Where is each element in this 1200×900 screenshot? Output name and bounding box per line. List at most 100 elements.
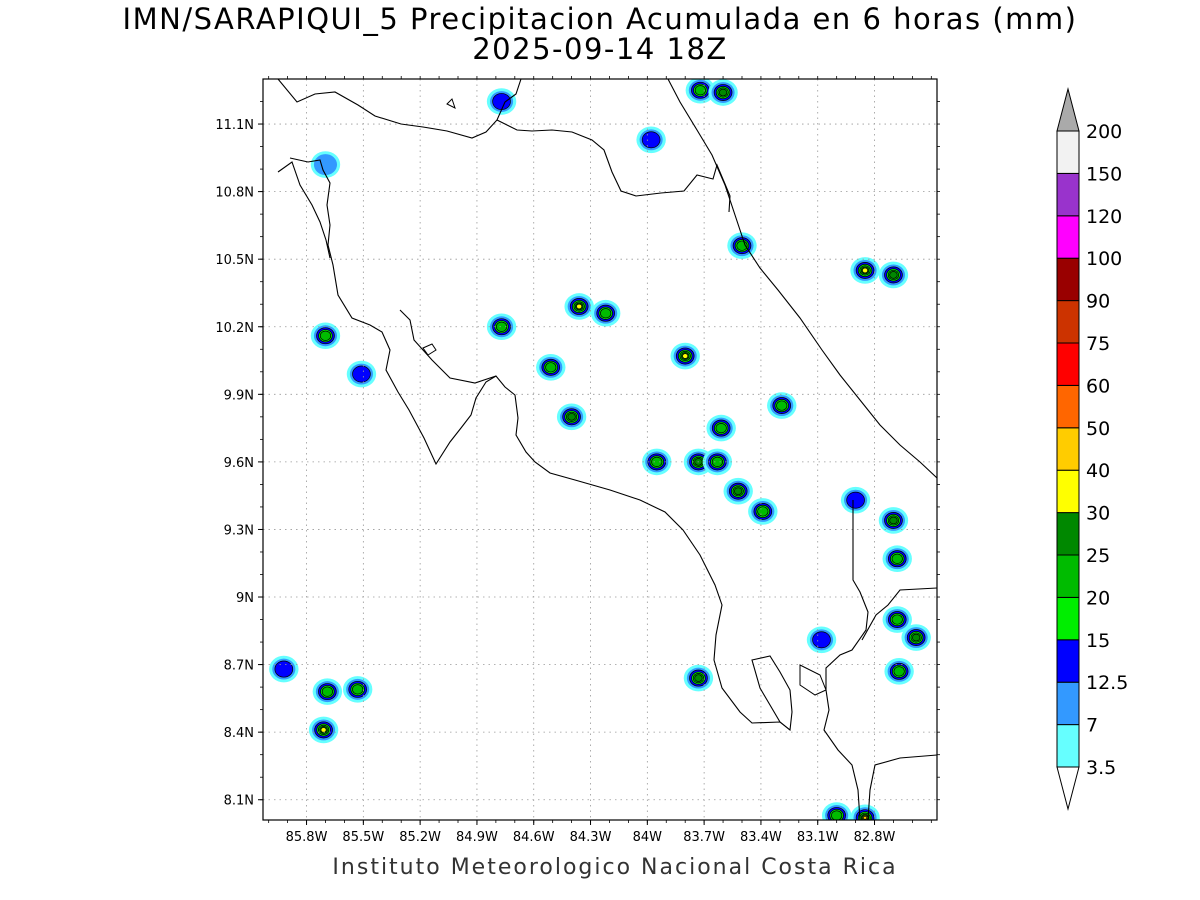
precip-cell xyxy=(706,414,736,442)
lat-tick-label: 9.3N xyxy=(224,523,254,538)
longitude-axis: 85.8W 85.5W 85.2W 84.9W 84.6W 84.3W 84W 83.7W 83… xyxy=(268,76,932,845)
colorbar-label: 75 xyxy=(1086,333,1110,355)
nw-coast xyxy=(277,161,331,259)
panama-border xyxy=(823,500,869,820)
precip-contour xyxy=(889,516,898,525)
precip-cell xyxy=(878,261,909,289)
lon-tick-label: 84W xyxy=(633,830,663,845)
colorbar-label: 20 xyxy=(1086,587,1110,609)
colorbar-swatch xyxy=(1056,342,1080,386)
colorbar-swatch xyxy=(1056,554,1080,598)
precip-contour xyxy=(682,353,689,359)
precip-cell xyxy=(850,257,880,284)
precip-contour xyxy=(567,413,576,421)
precip-contour xyxy=(694,85,706,96)
colorbar-label: 15 xyxy=(1086,630,1110,652)
lat-tick-label: 9.6N xyxy=(224,456,254,471)
precip-cell xyxy=(486,313,517,341)
north-border xyxy=(496,119,731,213)
colorbar-swatch xyxy=(1056,469,1080,514)
colorbar-label: 7 xyxy=(1086,715,1098,737)
colorbar-swatch xyxy=(1056,596,1080,641)
precip-contour xyxy=(313,154,338,176)
precip-contour xyxy=(492,93,511,110)
precip-cell xyxy=(767,392,797,419)
lat-tick-label: 11.1N xyxy=(215,118,254,133)
caribbean-coast xyxy=(667,79,937,479)
precip-contour xyxy=(831,810,843,820)
golfito xyxy=(799,664,827,696)
map-title-line-2: 2025-09-14 18Z xyxy=(472,32,728,66)
lon-tick-label: 85.5W xyxy=(342,830,384,845)
precip-cell xyxy=(590,299,621,327)
precip-contour xyxy=(352,684,364,695)
lat-tick-label: 10.5N xyxy=(215,253,254,268)
precip-cell xyxy=(727,232,757,259)
precip-cell xyxy=(806,626,837,654)
lon-tick-label: 83.7W xyxy=(683,830,725,845)
precip-cell xyxy=(486,88,517,115)
precip-cell xyxy=(312,678,343,705)
colorbar-label: 90 xyxy=(1086,291,1110,313)
precip-contour xyxy=(319,330,332,341)
map-title-line-1: IMN/SARAPIQUI_5 Precipitacion Acumulada … xyxy=(122,2,1078,36)
osa-peninsula xyxy=(751,655,793,732)
lon-tick-label: 83.4W xyxy=(740,830,782,845)
precip-cell xyxy=(269,655,299,683)
colorbar-swatch xyxy=(1056,512,1080,556)
precip-contour xyxy=(734,487,743,495)
island-outline xyxy=(446,98,456,109)
precip-cell xyxy=(882,545,912,573)
colorbar-swatch xyxy=(1056,300,1080,344)
lat-tick-label: 10.8N xyxy=(215,186,254,201)
precip-cell xyxy=(346,360,377,388)
lon-tick-label: 85.2W xyxy=(399,830,441,845)
precip-contour xyxy=(711,456,723,467)
colorbar-label: 200 xyxy=(1086,121,1122,143)
lon-tick-label: 84.9W xyxy=(456,830,498,845)
precip-contour xyxy=(889,271,898,279)
precip-cell xyxy=(840,486,871,514)
colorbar-max-arrow xyxy=(1056,87,1080,132)
pacific-coast-north xyxy=(289,157,497,466)
colorbar-min-arrow xyxy=(1056,766,1080,811)
precip-cell xyxy=(308,716,339,744)
colorbar-swatch xyxy=(1056,681,1080,726)
precip-cell xyxy=(685,79,716,104)
precip-cell xyxy=(702,448,733,476)
precip-contour xyxy=(862,267,869,274)
lat-tick-label: 8.7N xyxy=(224,659,254,674)
precip-contour xyxy=(320,727,327,733)
precip-contour xyxy=(812,631,831,649)
precip-cell xyxy=(310,151,341,178)
precip-contour xyxy=(893,666,905,677)
precip-cell xyxy=(882,606,912,633)
precip-cell xyxy=(850,804,880,820)
precip-cell xyxy=(556,403,587,431)
grid-lines xyxy=(263,79,937,820)
lon-tick-label: 83.1W xyxy=(797,830,839,845)
panama-coast-south xyxy=(867,754,937,820)
colorbar-swatch xyxy=(1056,427,1080,471)
colorbar-label: 30 xyxy=(1086,503,1110,525)
precip-contour xyxy=(651,456,663,467)
colorbar-label: 3.5 xyxy=(1086,757,1116,779)
latitude-axis: 11.1N 10.8N 10.5N 10.2N 9.9N 9.6N 9.3N 9N 8.7N 8.… xyxy=(215,101,940,809)
lat-tick-label: 10.2N xyxy=(215,321,254,336)
precip-cell xyxy=(310,322,341,350)
panama-coast-north xyxy=(861,587,937,641)
colorbar-swatch xyxy=(1056,724,1080,768)
lake-shore xyxy=(277,79,522,139)
colorbar-swatch xyxy=(1056,639,1080,683)
colorbar-label: 50 xyxy=(1086,418,1110,440)
precip-cell xyxy=(901,624,931,651)
precip-cell xyxy=(748,498,778,525)
lat-tick-label: 9N xyxy=(236,591,254,606)
colorbar-label: 150 xyxy=(1086,163,1122,185)
precip-cell xyxy=(342,676,373,703)
precip-contour xyxy=(576,303,583,310)
colorbar-label: 12.5 xyxy=(1086,672,1128,694)
lon-tick-label: 85.8W xyxy=(286,830,328,845)
precip-cell xyxy=(884,658,914,685)
